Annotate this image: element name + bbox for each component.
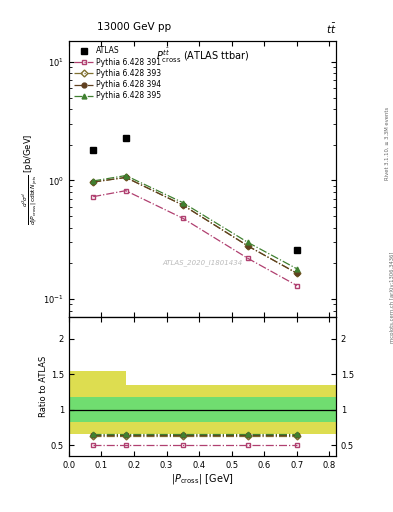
Pythia 6.428 395 xyxy=(91,178,95,184)
Y-axis label: Ratio to ATLAS: Ratio to ATLAS xyxy=(39,356,48,417)
Text: Rivet 3.1.10, ≥ 3.3M events: Rivet 3.1.10, ≥ 3.3M events xyxy=(385,106,389,180)
ATLAS xyxy=(123,135,128,141)
Text: ATLAS_2020_I1801434: ATLAS_2020_I1801434 xyxy=(162,259,242,266)
Pythia 6.428 393 xyxy=(91,179,95,185)
Pythia 6.428 395 xyxy=(123,173,128,179)
Pythia 6.428 393 xyxy=(123,175,128,181)
Pythia 6.428 395 xyxy=(294,266,299,272)
Pythia 6.428 393 xyxy=(180,202,185,208)
Line: Pythia 6.428 395: Pythia 6.428 395 xyxy=(91,173,299,271)
Pythia 6.428 393 xyxy=(246,243,250,249)
Pythia 6.428 393 xyxy=(294,270,299,276)
ATLAS xyxy=(294,247,299,253)
Pythia 6.428 394 xyxy=(123,175,128,181)
Text: $P_{\rm cross}^{t\bar{t}}$ (ATLAS ttbar): $P_{\rm cross}^{t\bar{t}}$ (ATLAS ttbar) xyxy=(156,47,249,65)
Line: Pythia 6.428 393: Pythia 6.428 393 xyxy=(91,175,299,275)
Pythia 6.428 391 xyxy=(91,194,95,200)
Line: Pythia 6.428 391: Pythia 6.428 391 xyxy=(91,188,299,288)
ATLAS xyxy=(91,147,95,153)
Text: mcplots.cern.ch [arXiv:1306.3436]: mcplots.cern.ch [arXiv:1306.3436] xyxy=(390,251,393,343)
Pythia 6.428 391 xyxy=(123,187,128,194)
Pythia 6.428 394 xyxy=(294,270,299,276)
Pythia 6.428 394 xyxy=(91,179,95,185)
Line: ATLAS: ATLAS xyxy=(90,134,300,253)
Pythia 6.428 394 xyxy=(246,243,250,249)
Pythia 6.428 394 xyxy=(180,202,185,208)
Pythia 6.428 391 xyxy=(246,255,250,262)
Y-axis label: $\frac{d^2\sigma^d}{d|P_{\rm cross}|\,{\rm cdbt}\,N_{\rm jets}}$ [pb/GeV]: $\frac{d^2\sigma^d}{d|P_{\rm cross}|\,{\… xyxy=(21,134,40,225)
Pythia 6.428 391 xyxy=(294,283,299,289)
Pythia 6.428 395 xyxy=(246,240,250,246)
Pythia 6.428 395 xyxy=(180,200,185,206)
Line: Pythia 6.428 394: Pythia 6.428 394 xyxy=(91,175,299,275)
Text: 13000 GeV pp: 13000 GeV pp xyxy=(97,22,171,32)
Legend: ATLAS, Pythia 6.428 391, Pythia 6.428 393, Pythia 6.428 394, Pythia 6.428 395: ATLAS, Pythia 6.428 391, Pythia 6.428 39… xyxy=(73,45,163,102)
Pythia 6.428 391 xyxy=(180,215,185,221)
Text: $t\bar{t}$: $t\bar{t}$ xyxy=(325,22,336,36)
X-axis label: $|P_{\rm cross}|$ [GeV]: $|P_{\rm cross}|$ [GeV] xyxy=(171,472,234,486)
